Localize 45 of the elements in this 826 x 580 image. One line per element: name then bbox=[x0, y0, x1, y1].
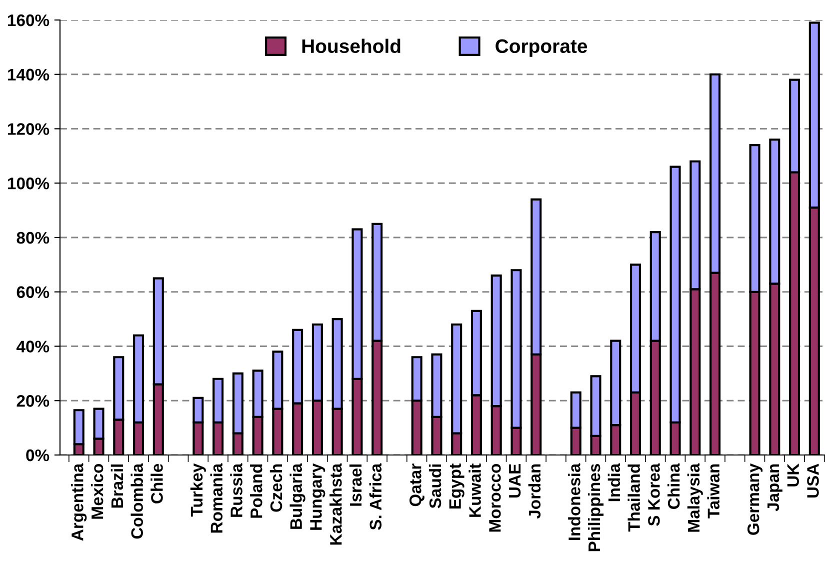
x-tick-label: Brazil bbox=[110, 464, 124, 508]
x-tick-label: Morocco bbox=[489, 464, 501, 532]
x-tick-label: Philippines bbox=[588, 464, 604, 552]
x-tick-label: Qatar bbox=[410, 464, 424, 506]
x-tick-label: Germany bbox=[747, 463, 763, 535]
x-tick-label: Turkey bbox=[190, 463, 206, 517]
x-tick-label: S. Africa bbox=[369, 463, 382, 530]
x-tick-label: Jordan bbox=[528, 464, 541, 519]
x-tick-label: Mexico bbox=[90, 464, 104, 519]
x-tick-label: Israel bbox=[349, 464, 362, 506]
x-tick-label: Kazakhsta bbox=[330, 463, 342, 545]
x-tick-label: Argentina bbox=[71, 463, 87, 541]
x-tick-label: UK bbox=[787, 463, 800, 486]
x-tick-label: UAE bbox=[509, 464, 521, 498]
x-tick-label: Poland bbox=[250, 464, 262, 518]
y-tick-label: 0% bbox=[26, 449, 50, 462]
x-tick-label: Japan bbox=[767, 464, 782, 512]
x-tick-label: Bulgaria bbox=[290, 463, 306, 529]
x-tick-label: India bbox=[608, 463, 620, 502]
y-tick-label: 40% bbox=[16, 340, 50, 352]
x-tick-label: Czech bbox=[270, 464, 282, 512]
x-tick-label: USA bbox=[807, 464, 819, 498]
x-tick-label: Malaysia bbox=[687, 463, 703, 532]
x-tick-label: Chile bbox=[150, 464, 163, 504]
x-tick-label: Russia bbox=[230, 463, 242, 517]
y-tick-label: 120% bbox=[8, 123, 50, 135]
y-tick-label: 20% bbox=[16, 395, 50, 407]
legend-label: Corporate bbox=[496, 39, 588, 57]
x-tick-label: Egypt bbox=[449, 464, 464, 509]
y-tick-label: 80% bbox=[16, 232, 50, 244]
x-tick-label: Thailand bbox=[628, 464, 640, 532]
y-tick-label: 60% bbox=[16, 286, 50, 298]
x-tick-label: Hungary bbox=[310, 463, 326, 530]
x-tick-label: Indonesia bbox=[568, 463, 580, 540]
x-tick-label: Saudi bbox=[428, 464, 442, 508]
y-tick-label: 100% bbox=[8, 178, 50, 190]
x-tick-label: Taiwan bbox=[707, 464, 720, 518]
x-tick-label: Romania bbox=[210, 463, 223, 533]
x-tick-label: Kuwait bbox=[468, 464, 481, 517]
y-tick-label: 140% bbox=[8, 68, 50, 81]
x-tick-label: Colombia bbox=[130, 463, 143, 539]
x-tick-label: China bbox=[667, 463, 680, 509]
legend-label: Household bbox=[302, 38, 400, 54]
y-tick-label: 160% bbox=[8, 14, 50, 26]
x-tick-label: S Korea bbox=[648, 463, 660, 526]
